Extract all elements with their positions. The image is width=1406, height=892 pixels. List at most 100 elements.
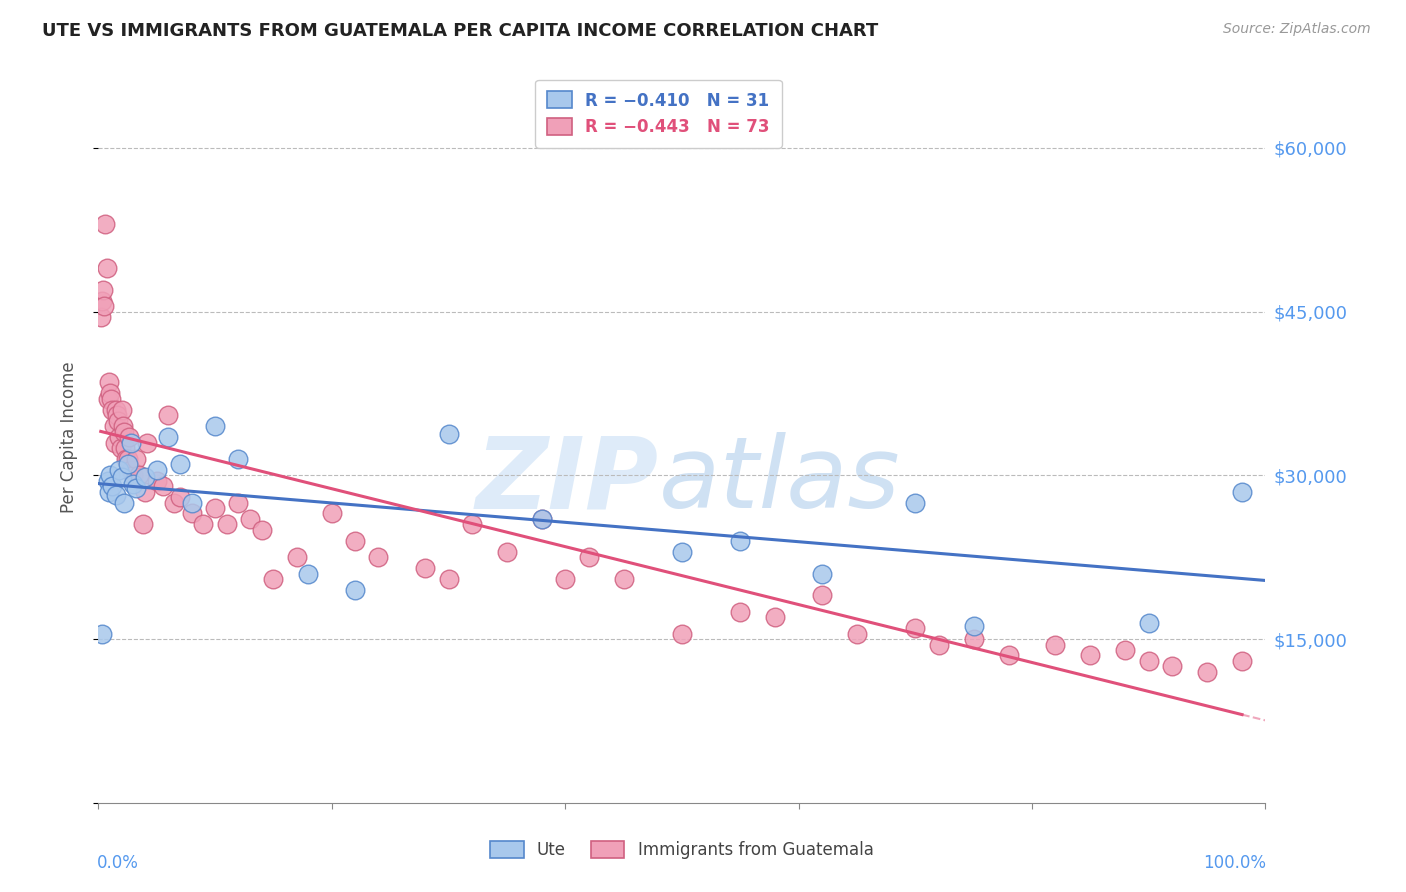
Point [97, 392, 120, 406]
Y-axis label: Per Capita Income: Per Capita Income [59, 361, 77, 513]
Point [120, 463, 142, 477]
Text: Source: ZipAtlas.com: Source: ZipAtlas.com [1223, 22, 1371, 37]
Point [413, 561, 436, 575]
Point [496, 545, 519, 559]
Point [118, 430, 141, 444]
Point [90, 626, 112, 640]
Point [904, 621, 927, 635]
Point [962, 619, 984, 633]
Point [115, 451, 138, 466]
Point [1114, 643, 1136, 657]
Point [169, 490, 191, 504]
Point [730, 605, 752, 619]
Point [613, 572, 636, 586]
Point [100, 392, 122, 406]
Point [962, 632, 984, 646]
Point [262, 572, 284, 586]
Point [97, 474, 120, 488]
Point [157, 409, 180, 423]
Text: 100.0%: 100.0% [1204, 854, 1267, 872]
Point [107, 414, 129, 428]
Point [163, 495, 186, 509]
Point [811, 588, 834, 602]
Point [105, 409, 128, 423]
Point [228, 451, 250, 466]
Point [297, 566, 319, 581]
Point [108, 430, 131, 444]
Point [146, 474, 169, 488]
Point [437, 426, 460, 441]
Text: ZIP: ZIP [475, 433, 658, 530]
Point [125, 451, 148, 466]
Point [367, 550, 389, 565]
Text: UTE VS IMMIGRANTS FROM GUATEMALA PER CAPITA INCOME CORRELATION CHART: UTE VS IMMIGRANTS FROM GUATEMALA PER CAP… [42, 22, 879, 40]
Point [204, 501, 226, 516]
Point [111, 470, 134, 484]
Point [90, 293, 112, 308]
Point [93, 299, 115, 313]
Point [997, 648, 1019, 663]
Point [104, 435, 127, 450]
Point [554, 572, 576, 586]
Point [530, 512, 553, 526]
Point [846, 626, 869, 640]
Point [1161, 659, 1184, 673]
Point [1045, 638, 1067, 652]
Point [104, 488, 127, 502]
Point [811, 566, 834, 581]
Point [120, 435, 142, 450]
Point [228, 495, 250, 509]
Point [530, 512, 553, 526]
Point [96, 260, 118, 275]
Point [239, 512, 262, 526]
Point [136, 435, 159, 450]
Point [110, 441, 132, 455]
Point [114, 441, 136, 455]
Point [97, 484, 120, 499]
Point [101, 402, 124, 417]
Point [112, 425, 135, 439]
Point [132, 517, 155, 532]
Point [104, 402, 127, 417]
Point [169, 458, 191, 472]
Point [285, 550, 308, 565]
Text: atlas: atlas [658, 433, 900, 530]
Point [1080, 648, 1102, 663]
Point [112, 495, 135, 509]
Point [437, 572, 460, 586]
Point [730, 533, 752, 548]
Point [125, 482, 148, 496]
Point [321, 507, 343, 521]
Point [1137, 654, 1160, 668]
Point [671, 545, 693, 559]
Point [152, 479, 174, 493]
Point [1137, 615, 1160, 630]
Point [103, 419, 125, 434]
Point [122, 468, 145, 483]
Point [128, 468, 150, 483]
Point [97, 376, 120, 390]
Point [763, 610, 786, 624]
Point [215, 517, 238, 532]
Point [111, 419, 134, 434]
Point [1230, 654, 1253, 668]
Point [117, 451, 139, 466]
Point [578, 550, 600, 565]
Point [146, 463, 169, 477]
Point [108, 463, 131, 477]
Point [250, 523, 273, 537]
Point [101, 479, 124, 493]
Point [90, 310, 112, 324]
Point [344, 533, 367, 548]
Point [904, 495, 927, 509]
Legend: Ute, Immigrants from Guatemala: Ute, Immigrants from Guatemala [482, 833, 882, 868]
Point [157, 430, 180, 444]
Point [180, 495, 202, 509]
Point [94, 217, 117, 231]
Point [117, 458, 139, 472]
Point [671, 626, 693, 640]
Point [193, 517, 215, 532]
Point [1230, 484, 1253, 499]
Point [134, 484, 156, 499]
Point [180, 507, 202, 521]
